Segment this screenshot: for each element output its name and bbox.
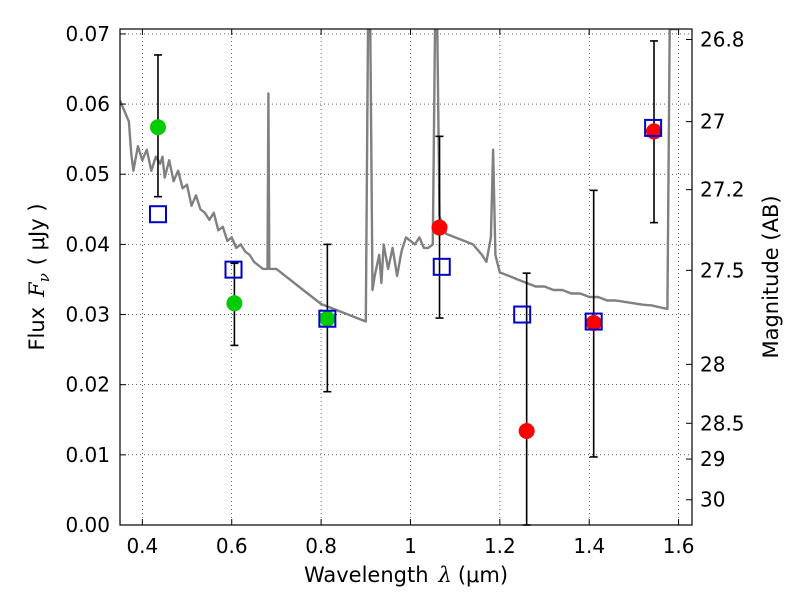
model-flux-square [148, 205, 167, 224]
x-tick-label: 1.6 [663, 534, 695, 558]
observed-flux-point [646, 123, 663, 140]
model-flux-square [432, 257, 451, 276]
spectrum-layer [120, 29, 679, 323]
y-axis-label-group: Flux Fν ( μJy ) [25, 203, 53, 350]
mag-tick-label: 28 [700, 352, 725, 376]
x-tick-label: 1.4 [573, 534, 605, 558]
x-tick-label: 1.2 [484, 534, 516, 558]
y-tick-label: 0.01 [65, 443, 110, 467]
observed-flux-point [585, 314, 602, 331]
x-tick-label: 0.6 [216, 534, 248, 558]
model-flux-square [644, 118, 663, 137]
observed-flux-point [431, 219, 448, 236]
mag-tick-label: 26.8 [700, 28, 745, 52]
y-tick-label: 0.04 [65, 232, 110, 256]
x-axis-label: Wavelength λ (μm) [304, 563, 508, 587]
x-axis-label-symbol: λ [438, 563, 452, 587]
y-tick-label: 0.02 [65, 373, 110, 397]
y-axis-label-symbol: F [25, 281, 49, 298]
y-tick-label: 0.03 [65, 303, 110, 327]
model-flux-square [318, 309, 337, 328]
model-flux-square [584, 312, 603, 331]
axis-ticks: 0.4 0.6 0.8 1 1.2 1.4 1.6 0.00 0.01 0.02 0.03 0.04 0… [65, 22, 744, 558]
x-axis-label-unit: (μm) [458, 563, 508, 587]
y-tick-label: 0.00 [65, 513, 110, 537]
model-spectrum-line [120, 29, 679, 323]
y-axis-label-unit: ( μJy ) [25, 203, 49, 265]
x-tick-label: 0.8 [305, 534, 337, 558]
x-tick-label: 1 [404, 534, 417, 558]
x-tick-label: 0.4 [126, 534, 158, 558]
observed-flux-point [149, 119, 166, 136]
mag-tick-label: 30 [700, 488, 725, 512]
y-tick-label: 0.07 [65, 22, 110, 46]
y2-axis-label-group: Magnitude (AB) [759, 195, 783, 358]
y-axis-label-text: Flux [25, 307, 49, 351]
mag-tick-label: 29 [700, 447, 725, 471]
observed-flux-point [518, 422, 535, 439]
data-points [148, 118, 663, 439]
model-flux-square [224, 260, 243, 279]
plot-frame [119, 28, 693, 526]
y-tick-label: 0.06 [65, 92, 110, 116]
y-tick-label: 0.05 [65, 162, 110, 186]
mag-tick-label: 27.2 [700, 178, 745, 202]
x-axis-label-text: Wavelength [304, 563, 429, 587]
y-axis-label: Flux Fν ( μJy ) [25, 203, 53, 350]
model-flux-square [513, 305, 532, 324]
y-axis-label-subscript: ν [35, 273, 53, 282]
mag-tick-label: 28.5 [700, 411, 745, 435]
y2-axis-label: Magnitude (AB) [759, 195, 783, 358]
plot-background [120, 29, 692, 525]
observed-flux-point [226, 295, 243, 312]
mag-tick-label: 27 [700, 110, 725, 134]
observed-flux-point [319, 310, 336, 327]
mag-tick-label: 27.5 [700, 258, 745, 282]
